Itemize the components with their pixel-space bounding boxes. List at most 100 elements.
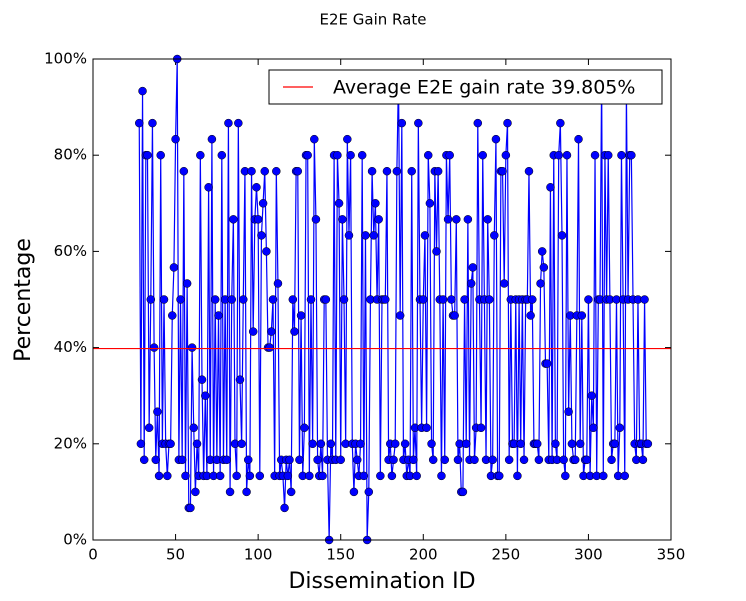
x-tick-label: 150 bbox=[326, 546, 355, 564]
data-point bbox=[283, 471, 293, 481]
data-point bbox=[382, 166, 392, 176]
x-tick-label: 300 bbox=[574, 546, 603, 564]
data-point bbox=[516, 439, 525, 449]
data-point bbox=[359, 471, 369, 481]
data-point bbox=[376, 471, 385, 481]
data-point bbox=[300, 423, 309, 433]
data-point bbox=[433, 166, 443, 176]
data-point bbox=[640, 295, 649, 304]
data-point bbox=[371, 199, 380, 208]
data-point bbox=[316, 439, 326, 449]
data-point bbox=[227, 295, 236, 304]
x-tick-label: 100 bbox=[244, 546, 273, 564]
data-point bbox=[584, 295, 593, 304]
data-point bbox=[570, 455, 580, 465]
data-point bbox=[286, 487, 296, 497]
data-point bbox=[387, 471, 397, 481]
data-point bbox=[237, 439, 246, 449]
data-point bbox=[163, 471, 172, 481]
y-axis-label: Percentage bbox=[11, 238, 36, 362]
data-point bbox=[357, 150, 367, 160]
data-point bbox=[445, 150, 454, 160]
data-point bbox=[567, 439, 577, 449]
data-point bbox=[215, 471, 225, 481]
plot-frame bbox=[92, 58, 672, 541]
data-point bbox=[607, 455, 616, 465]
data-point bbox=[473, 118, 483, 128]
x-tick-label: 250 bbox=[492, 546, 521, 564]
data-point bbox=[166, 439, 175, 449]
data-point bbox=[422, 423, 431, 433]
data-point bbox=[575, 439, 585, 449]
x-axis-label: Dissemination ID bbox=[288, 569, 475, 594]
data-point bbox=[247, 166, 256, 176]
data-point bbox=[582, 455, 592, 465]
data-point bbox=[542, 359, 552, 368]
data-point bbox=[136, 439, 146, 449]
data-point bbox=[627, 150, 636, 160]
data-point bbox=[519, 455, 529, 465]
data-point bbox=[559, 455, 568, 465]
data-point bbox=[268, 295, 278, 304]
data-point bbox=[336, 455, 345, 465]
data-point bbox=[177, 455, 187, 465]
data-point bbox=[453, 455, 463, 465]
data-point bbox=[181, 471, 190, 481]
data-point bbox=[288, 295, 298, 304]
y-tick-label: 20% bbox=[54, 434, 87, 452]
data-point bbox=[463, 215, 473, 224]
data-point bbox=[321, 295, 331, 304]
y-tick-label: 60% bbox=[54, 242, 87, 260]
data-point bbox=[443, 215, 453, 224]
data-point bbox=[207, 134, 217, 144]
data-point bbox=[438, 295, 448, 304]
data-point bbox=[470, 455, 479, 465]
data-point bbox=[590, 150, 600, 160]
data-point bbox=[557, 231, 567, 240]
data-point bbox=[414, 118, 423, 128]
data-point bbox=[229, 215, 238, 224]
data-point bbox=[339, 295, 349, 304]
data-point bbox=[352, 455, 362, 465]
data-point bbox=[349, 487, 359, 497]
data-point bbox=[156, 150, 165, 160]
data-point bbox=[159, 295, 169, 304]
data-point bbox=[361, 231, 370, 240]
data-point bbox=[179, 166, 189, 176]
data-point bbox=[326, 439, 336, 449]
data-point bbox=[197, 375, 207, 384]
data-point bbox=[503, 118, 512, 128]
data-point bbox=[310, 134, 319, 144]
data-point bbox=[495, 471, 504, 481]
data-point bbox=[483, 215, 492, 224]
data-point bbox=[346, 150, 355, 160]
data-point bbox=[153, 407, 162, 416]
data-point bbox=[138, 86, 147, 96]
data-point bbox=[154, 471, 164, 481]
data-point bbox=[143, 150, 152, 160]
data-point bbox=[528, 295, 537, 304]
data-point bbox=[428, 455, 438, 465]
data-point bbox=[452, 215, 461, 224]
data-point bbox=[488, 455, 497, 465]
data-point bbox=[539, 263, 549, 272]
data-point bbox=[285, 455, 294, 465]
data-point bbox=[587, 391, 596, 400]
data-point bbox=[476, 423, 486, 433]
data-point bbox=[303, 150, 312, 160]
data-point bbox=[407, 166, 416, 176]
data-point bbox=[617, 150, 626, 160]
data-point bbox=[196, 150, 205, 160]
data-point bbox=[235, 375, 245, 384]
data-point bbox=[265, 343, 274, 352]
data-point bbox=[343, 134, 352, 144]
data-point bbox=[485, 295, 494, 304]
data-point bbox=[490, 231, 499, 240]
data-point bbox=[232, 471, 241, 481]
y-tick-label: 40% bbox=[54, 338, 87, 356]
data-point bbox=[296, 311, 306, 320]
data-point bbox=[280, 503, 289, 513]
legend-label: Average E2E gain rate 39.805% bbox=[333, 77, 635, 99]
data-point bbox=[191, 487, 200, 497]
data-point bbox=[536, 279, 545, 288]
